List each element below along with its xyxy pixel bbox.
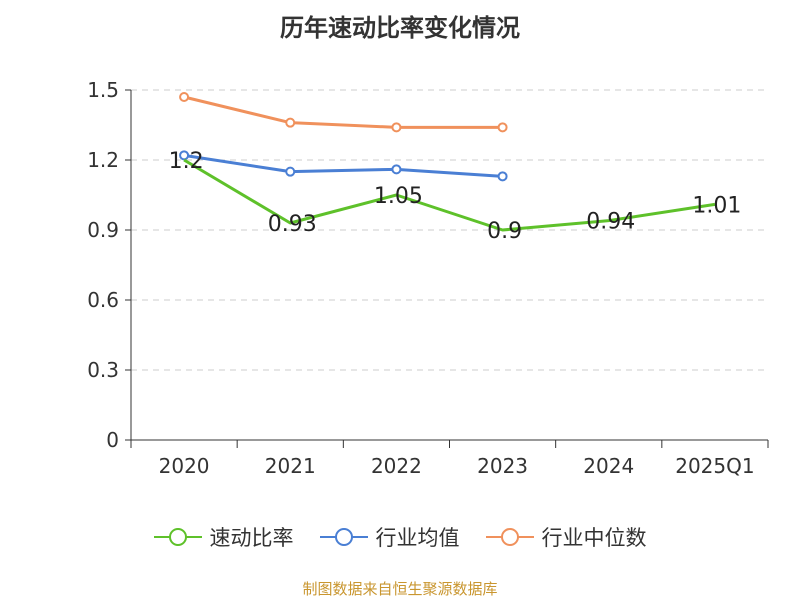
legend-label-quick-ratio: 速动比率 [209, 526, 294, 550]
y-tick-label: 1.5 [87, 78, 119, 102]
series-line-1 [183, 153, 503, 178]
data-point [285, 166, 296, 177]
y-tick-label: 0.3 [87, 358, 119, 382]
data-label: 0.9 [487, 219, 522, 244]
y-tick-label: 1.2 [87, 148, 119, 172]
legend-item-industry-median[interactable]: 行业中位数 [485, 522, 647, 552]
data-point [179, 150, 190, 161]
y-tick-label: 0.9 [87, 218, 119, 242]
data-source-note: 制图数据来自恒生聚源数据库 [302, 580, 498, 598]
x-tick-label: 2025Q1 [675, 454, 754, 478]
legend-swatch-quick-ratio [153, 528, 202, 546]
legend-swatch-industry-median [485, 528, 534, 546]
data-point [391, 164, 402, 175]
legend-item-industry-mean[interactable]: 行业均值 [319, 522, 460, 552]
y-tick-label: 0 [106, 428, 119, 452]
data-label: 1.01 [692, 193, 741, 218]
series-line-0 [183, 158, 716, 232]
data-label: 0.93 [268, 212, 317, 237]
x-tick-label: 2021 [265, 454, 316, 478]
data-point [391, 122, 402, 133]
data-label: 1.2 [169, 149, 204, 174]
x-tick-label: 2020 [159, 454, 210, 478]
data-point [285, 117, 296, 128]
legend-label-industry-median: 行业中位数 [541, 526, 647, 550]
legend-label-industry-mean: 行业均值 [375, 526, 460, 550]
x-tick-label: 2022 [371, 454, 422, 478]
data-point [179, 92, 190, 102]
x-tick-label: 2024 [583, 454, 634, 478]
data-label: 0.94 [586, 210, 635, 235]
y-tick-label: 0.6 [87, 288, 119, 312]
chart-legend: 速动比率 行业均值 行业中位数 [0, 522, 800, 552]
x-tick-label: 2023 [477, 454, 528, 478]
legend-swatch-industry-mean [319, 528, 368, 546]
series-line-2 [183, 95, 503, 129]
chart-title: 历年速动比率变化情况 [280, 14, 520, 42]
data-label: 1.05 [374, 184, 423, 209]
data-point [497, 171, 508, 182]
legend-item-quick-ratio[interactable]: 速动比率 [153, 522, 294, 552]
data-point [497, 122, 508, 133]
